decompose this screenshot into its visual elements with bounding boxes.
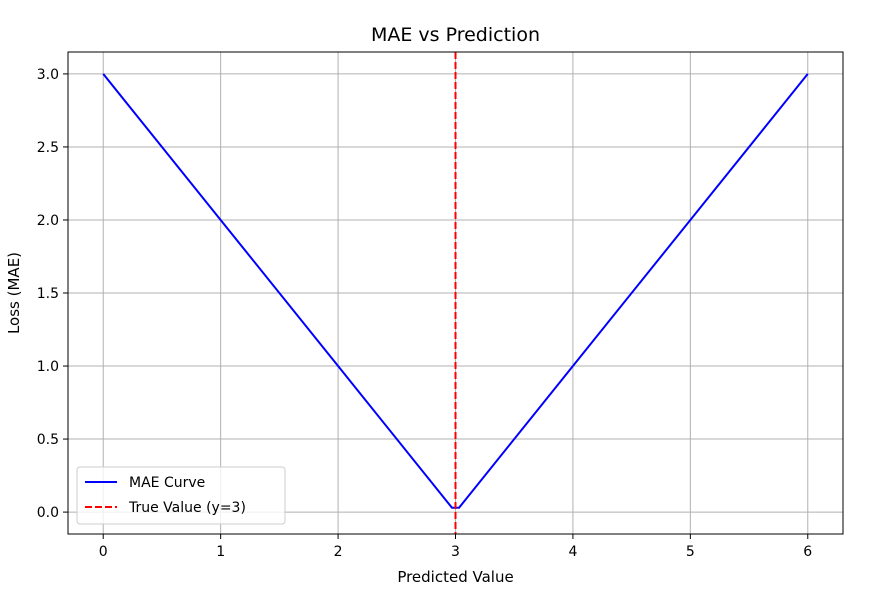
y-tick-label: 2.5 [37,140,59,156]
y-tick-label: 1.5 [37,286,59,302]
series-layer [102,52,809,534]
x-tick-label: 2 [334,544,343,560]
y-tick-label: 0.0 [37,505,59,521]
y-axis-label: Loss (MAE) [5,252,23,334]
chart-title: MAE vs Prediction [371,24,540,46]
legend-box [76,466,286,525]
legend: MAE Curve True Value (y=3) [76,466,286,525]
y-tick-label: 2.0 [37,213,59,229]
x-tick-label: 6 [803,544,812,560]
x-tick-label: 0 [99,544,108,560]
x-tick-label: 4 [568,544,577,560]
y-tick-label: 0.5 [37,432,59,448]
ticks: 0 1 2 3 4 5 6 0.0 0.5 1.0 1.5 2.0 2.5 3.0 [37,67,813,560]
x-tick-label: 3 [451,544,460,560]
legend-label: MAE Curve [129,475,205,491]
y-tick-label: 1.0 [37,359,59,375]
legend-label: True Value (y=3) [128,500,246,516]
y-tick-label: 3.0 [37,67,59,83]
x-tick-label: 1 [216,544,225,560]
x-axis-label: Predicted Value [397,568,513,586]
x-tick-label: 5 [686,544,695,560]
